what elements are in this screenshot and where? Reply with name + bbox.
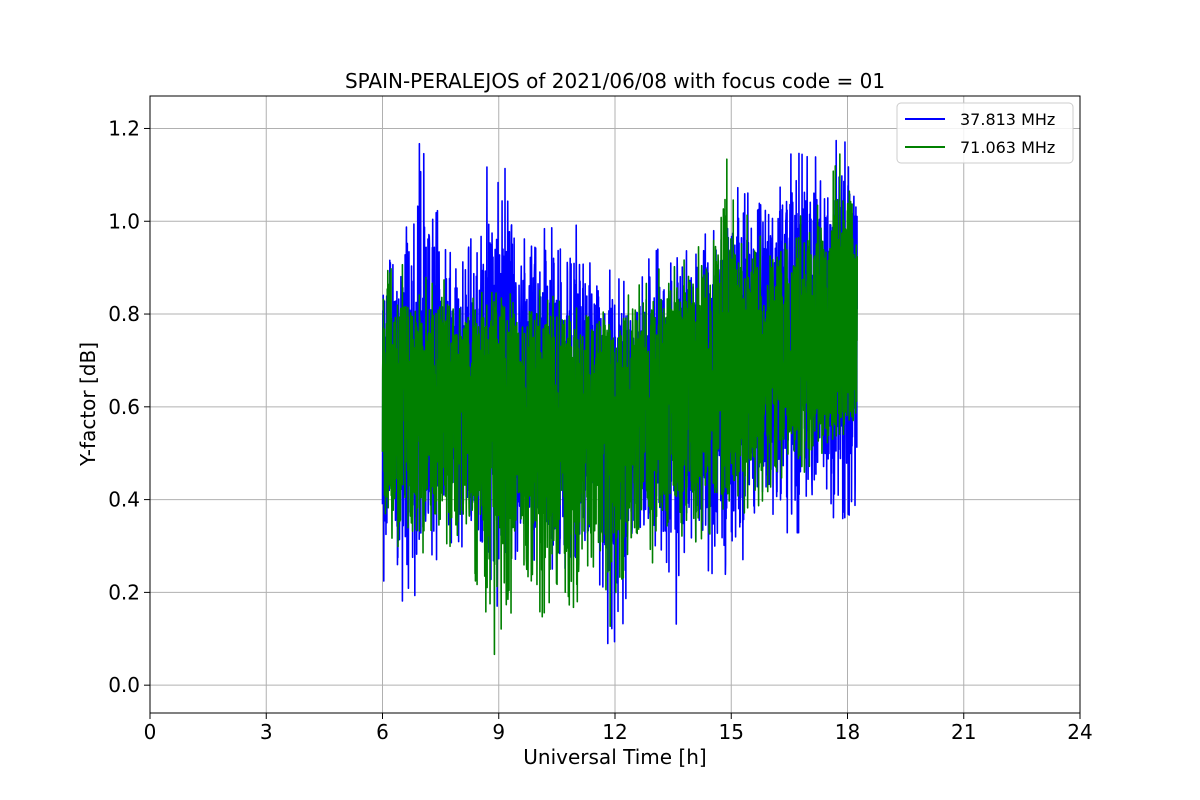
x-tick-label: 3 [260,720,273,744]
y-axis-label: Y-factor [dB] [76,342,100,467]
y-tick-label: 0.0 [108,673,140,697]
ticks: 0 3 6 9 12 15 18 21 24 0.0 0.2 0.4 0.6 0.8 1.0 1.2 [108,116,1093,744]
legend-label-71-063-mhz: 71.063 MHz [960,138,1055,157]
x-tick-label: 18 [835,720,860,744]
y-tick-label: 1.2 [108,116,140,140]
series-layer [381,139,858,656]
x-tick-label: 0 [144,720,157,744]
x-tick-label: 21 [951,720,976,744]
legend: 37.813 MHz 71.063 MHz [896,102,1074,164]
x-tick-label: 24 [1067,720,1092,744]
x-tick-label: 6 [376,720,389,744]
legend-label-37-813-mhz: 37.813 MHz [960,110,1055,129]
series-line-71-063-mhz [381,153,858,656]
chart-title: SPAIN-PERALEJOS of 2021/06/08 with focus… [345,69,885,93]
x-tick-label: 12 [602,720,627,744]
x-axis-label: Universal Time [h] [523,745,706,769]
x-tick-label: 9 [492,720,505,744]
y-tick-label: 0.6 [108,395,140,419]
y-tick-label: 0.4 [108,488,140,512]
y-tick-label: 0.8 [108,302,140,326]
x-tick-label: 15 [719,720,744,744]
y-tick-label: 0.2 [108,580,140,604]
y-tick-label: 1.0 [108,209,140,233]
